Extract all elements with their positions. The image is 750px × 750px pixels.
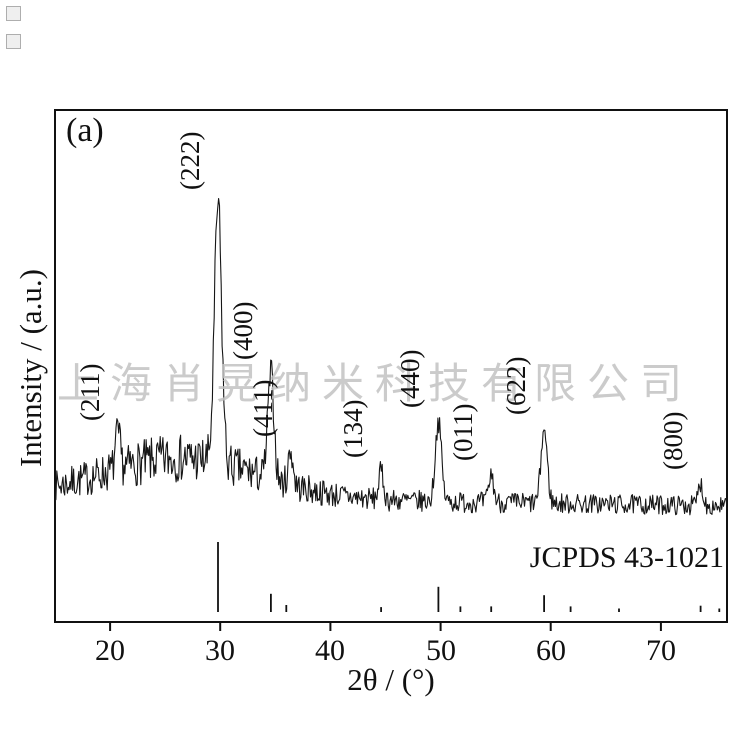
xrd-trace — [54, 197, 728, 516]
page-artifact — [6, 34, 21, 49]
x-tick-label: 20 — [95, 634, 125, 667]
peak-hkl-label: (440) — [395, 349, 425, 408]
x-tick-label: 60 — [536, 634, 566, 667]
x-tick-label: 50 — [426, 634, 456, 667]
peak-hkl-label: (622) — [501, 356, 531, 415]
y-axis-label: Intensity / (a.u.) — [13, 269, 48, 468]
reference-annotation: JCPDS 43-1021 — [529, 541, 724, 574]
peak-hkl-label: (134) — [338, 399, 368, 458]
x-tick-label: 70 — [646, 634, 676, 667]
x-tick-label: 40 — [315, 634, 345, 667]
peak-hkl-label: (411) — [248, 379, 278, 437]
peak-hkl-label: (400) — [228, 301, 258, 360]
peak-hkl-label: (211) — [75, 363, 105, 421]
peak-hkl-label: (800) — [658, 411, 688, 470]
panel-label: (a) — [66, 112, 104, 149]
x-tick-label: 30 — [205, 634, 235, 667]
peak-hkl-label: (011) — [448, 403, 478, 461]
peak-hkl-label: (222) — [175, 131, 205, 190]
plot-frame — [54, 109, 728, 623]
page-artifact — [6, 6, 21, 21]
x-axis-label: 2θ / (°) — [347, 662, 435, 697]
